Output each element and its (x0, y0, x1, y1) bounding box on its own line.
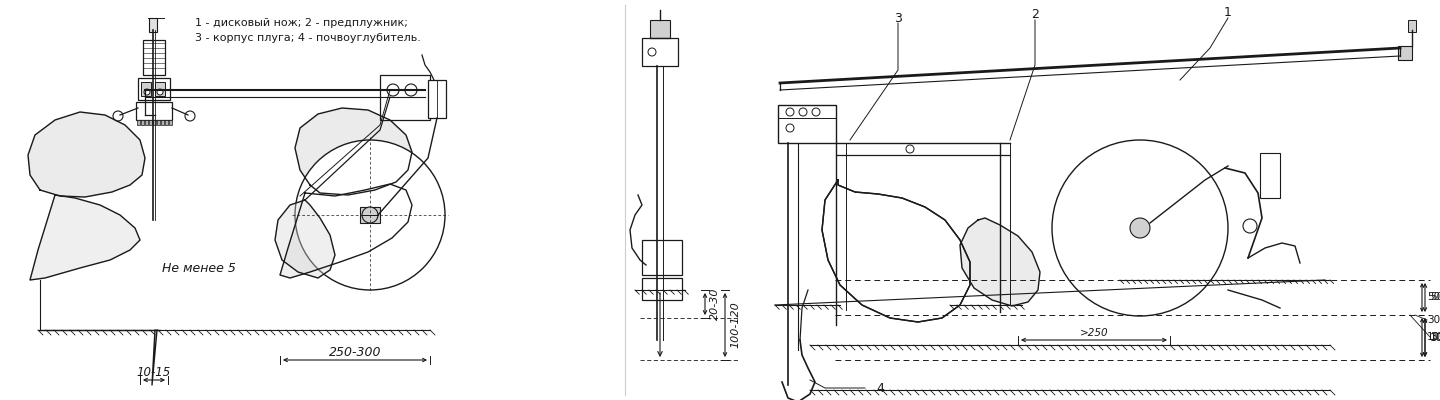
Polygon shape (30, 195, 140, 280)
Polygon shape (822, 180, 971, 322)
Bar (138, 78, 170, 100)
Text: 2: 2 (1031, 8, 1038, 22)
Bar (148, 18, 157, 32)
Polygon shape (275, 200, 336, 278)
Bar (135, 102, 171, 120)
Text: 1: 1 (1224, 6, 1233, 18)
Polygon shape (279, 184, 412, 278)
Text: >250: >250 (1080, 328, 1109, 338)
Circle shape (1053, 140, 1228, 316)
Text: 30: 30 (1427, 315, 1440, 325)
Circle shape (799, 108, 806, 116)
Bar (153, 120, 156, 125)
Circle shape (112, 111, 122, 121)
Bar (141, 120, 144, 125)
Bar (141, 82, 151, 96)
Circle shape (1130, 218, 1151, 238)
Bar (649, 20, 670, 38)
Circle shape (648, 48, 657, 56)
Circle shape (1243, 219, 1257, 233)
Circle shape (295, 140, 445, 290)
Bar (380, 75, 431, 120)
Polygon shape (27, 112, 145, 197)
Bar (1408, 20, 1416, 32)
Bar (145, 120, 148, 125)
Circle shape (786, 108, 793, 116)
Text: Не менее 5: Не менее 5 (161, 262, 236, 274)
Circle shape (786, 124, 793, 132)
Text: 50...90: 50...90 (1427, 292, 1440, 302)
Bar (161, 120, 164, 125)
Text: 1 - дисковый нож; 2 - предплужник;: 1 - дисковый нож; 2 - предплужник; (194, 18, 408, 28)
Text: 10-15: 10-15 (137, 366, 171, 378)
Circle shape (405, 84, 418, 96)
Bar (143, 40, 166, 75)
Circle shape (144, 89, 150, 95)
Bar (778, 105, 837, 143)
Circle shape (361, 207, 377, 223)
Bar (1260, 153, 1280, 198)
Circle shape (184, 111, 194, 121)
Text: 50...90: 50...90 (1430, 292, 1440, 302)
Circle shape (387, 84, 399, 96)
Bar (137, 120, 140, 125)
Bar (428, 80, 446, 118)
Text: 100...120: 100...120 (1427, 332, 1440, 342)
Bar (157, 120, 160, 125)
Bar (642, 38, 678, 66)
Bar (148, 120, 153, 125)
Text: 3 - корпус плуга; 4 - почвоуглубитель.: 3 - корпус плуга; 4 - почвоуглубитель. (194, 33, 420, 43)
Bar (1398, 46, 1413, 60)
Text: 3: 3 (894, 12, 901, 24)
Bar (166, 120, 168, 125)
Circle shape (812, 108, 819, 116)
Polygon shape (295, 108, 412, 195)
Bar (156, 82, 166, 96)
Polygon shape (960, 218, 1040, 306)
Text: 20-30: 20-30 (710, 288, 720, 320)
Bar (168, 120, 171, 125)
Circle shape (906, 145, 914, 153)
Text: 250-300: 250-300 (328, 346, 382, 358)
Text: 4: 4 (876, 382, 884, 394)
Text: 100...120: 100...120 (1430, 333, 1440, 343)
Bar (360, 207, 380, 223)
Text: 30: 30 (1430, 332, 1440, 342)
Text: 100-120: 100-120 (730, 302, 740, 348)
Bar (642, 240, 683, 275)
Circle shape (157, 89, 163, 95)
Bar (642, 278, 683, 300)
